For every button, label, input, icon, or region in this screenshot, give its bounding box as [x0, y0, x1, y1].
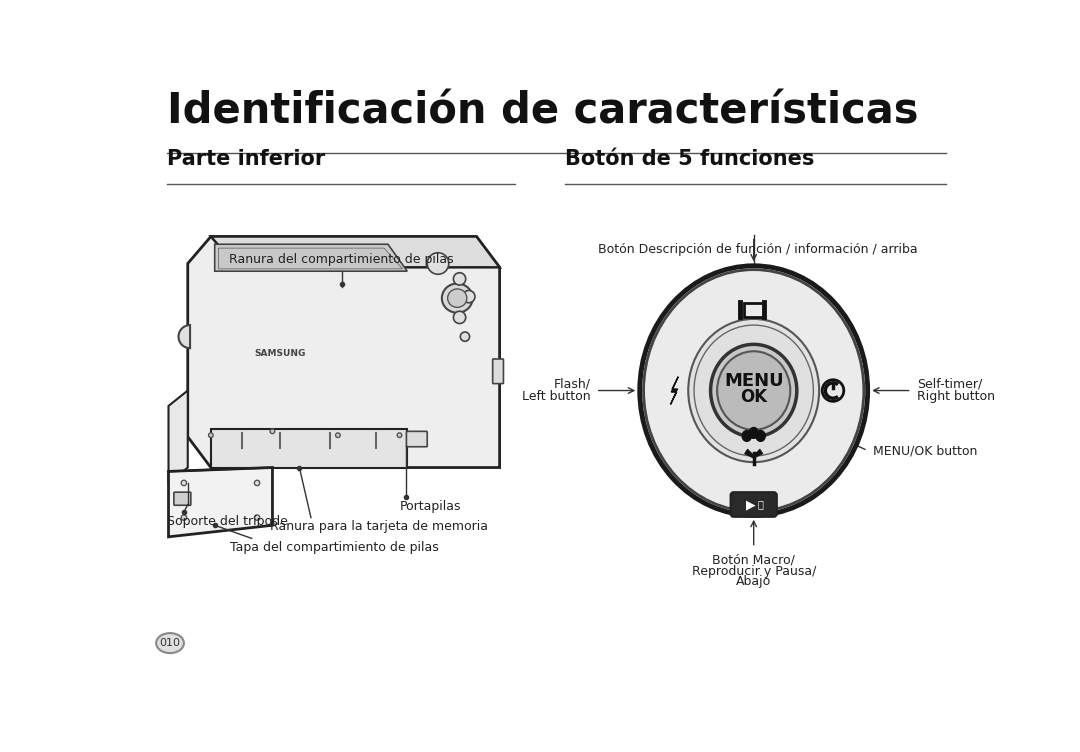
Text: Abajo: Abajo	[737, 575, 771, 588]
Text: ⏸: ⏸	[758, 499, 764, 510]
Polygon shape	[168, 390, 188, 483]
Text: Self-timer/: Self-timer/	[917, 378, 982, 391]
Text: ▶: ▶	[746, 498, 755, 511]
Ellipse shape	[717, 351, 791, 430]
Ellipse shape	[750, 427, 758, 438]
Text: Parte inferior: Parte inferior	[167, 149, 325, 168]
Circle shape	[270, 429, 274, 434]
Text: Botón de 5 funciones: Botón de 5 funciones	[565, 149, 814, 168]
Text: 010: 010	[160, 638, 180, 648]
FancyBboxPatch shape	[730, 492, 777, 517]
FancyBboxPatch shape	[492, 359, 503, 384]
Polygon shape	[671, 377, 678, 405]
Ellipse shape	[644, 270, 864, 511]
Text: Ranura para la tarjeta de memoria: Ranura para la tarjeta de memoria	[270, 520, 488, 533]
FancyBboxPatch shape	[174, 492, 191, 505]
Circle shape	[460, 332, 470, 341]
Circle shape	[181, 515, 187, 520]
Polygon shape	[754, 449, 762, 458]
Text: Ranura del compartimiento de pilas: Ranura del compartimiento de pilas	[229, 253, 454, 265]
Ellipse shape	[694, 325, 813, 456]
Ellipse shape	[639, 265, 867, 515]
Ellipse shape	[711, 344, 797, 437]
Circle shape	[255, 481, 260, 486]
Text: MENU: MENU	[724, 372, 783, 390]
Text: SAMSUNG: SAMSUNG	[255, 349, 306, 358]
FancyBboxPatch shape	[744, 303, 764, 317]
Polygon shape	[215, 244, 407, 271]
Text: MENU/OK button: MENU/OK button	[873, 444, 977, 457]
Text: OK: OK	[740, 388, 767, 405]
Ellipse shape	[447, 289, 467, 308]
Ellipse shape	[442, 284, 473, 313]
Text: Reproducir y Pausa/: Reproducir y Pausa/	[691, 565, 815, 578]
Text: Left button: Left button	[522, 390, 591, 403]
Circle shape	[454, 273, 465, 285]
Text: Right button: Right button	[917, 390, 995, 403]
Text: Tapa del compartimiento de pilas: Tapa del compartimiento de pilas	[230, 541, 438, 553]
Circle shape	[822, 380, 843, 402]
Text: Botón Macro/: Botón Macro/	[713, 553, 795, 567]
Circle shape	[255, 515, 260, 520]
Circle shape	[454, 311, 465, 323]
Ellipse shape	[157, 633, 184, 653]
Text: Botón Descripción de función / información / arriba: Botón Descripción de función / informaci…	[597, 243, 917, 256]
Circle shape	[462, 290, 475, 303]
Polygon shape	[744, 449, 754, 458]
Circle shape	[208, 433, 213, 438]
Circle shape	[397, 433, 402, 438]
Polygon shape	[188, 237, 500, 468]
Circle shape	[181, 481, 187, 486]
Polygon shape	[211, 237, 500, 268]
FancyBboxPatch shape	[406, 432, 428, 447]
Text: Identificación de características: Identificación de características	[167, 90, 918, 132]
Circle shape	[336, 433, 340, 438]
Text: Portapilas: Portapilas	[400, 500, 461, 513]
Circle shape	[428, 253, 449, 274]
Text: Soporte del trípode: Soporte del trípode	[167, 515, 288, 529]
Text: Flash/: Flash/	[553, 378, 591, 391]
Polygon shape	[218, 248, 403, 269]
Ellipse shape	[742, 431, 752, 441]
Ellipse shape	[756, 431, 766, 441]
Wedge shape	[178, 325, 190, 348]
Polygon shape	[211, 429, 407, 468]
Ellipse shape	[688, 319, 819, 462]
Polygon shape	[168, 468, 272, 537]
